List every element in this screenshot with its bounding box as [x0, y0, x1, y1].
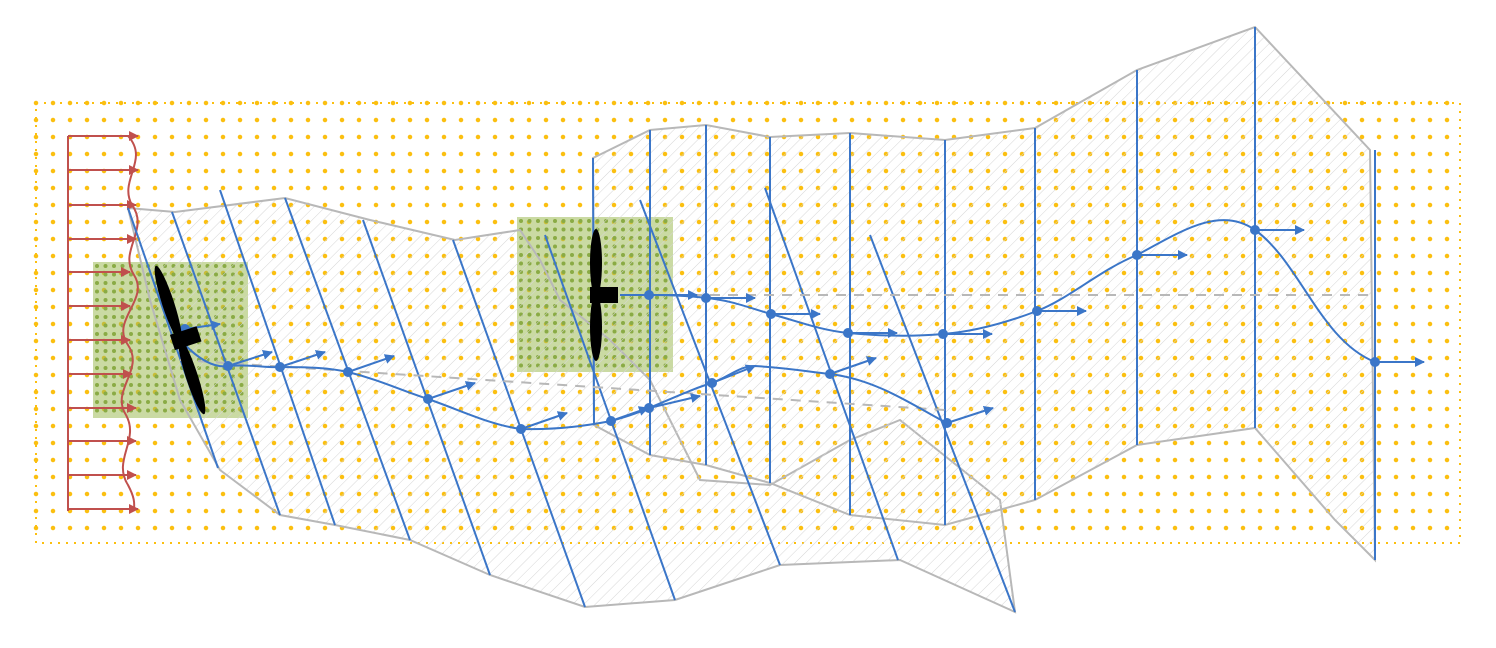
wake-node [766, 309, 776, 319]
wake-node [516, 424, 526, 434]
wake-node [223, 361, 233, 371]
wake-node [843, 328, 853, 338]
wake-node [938, 329, 948, 339]
wake-node [423, 394, 433, 404]
wake-node [1032, 306, 1042, 316]
wake-node [942, 418, 952, 428]
wake-node [275, 362, 285, 372]
wake-node [1370, 357, 1380, 367]
wake-node [825, 369, 835, 379]
wake-node [707, 378, 717, 388]
wake-node [1132, 250, 1142, 260]
wake-node [606, 416, 616, 426]
wake-node [644, 403, 654, 413]
wake-node [1250, 225, 1260, 235]
wake-node [701, 293, 711, 303]
wake-node [644, 290, 654, 300]
wake-node [343, 367, 353, 377]
